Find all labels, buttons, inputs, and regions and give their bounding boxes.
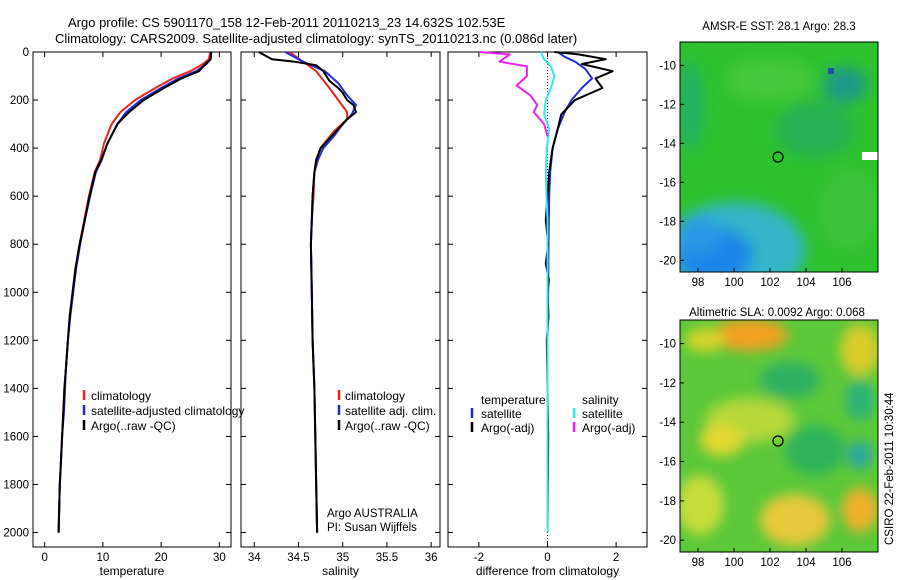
argo-raw-qc-line xyxy=(258,51,357,533)
legend-label: Argo(..raw -QC) xyxy=(91,419,176,433)
map-y-tick-label: -18 xyxy=(659,216,676,228)
x-axis-label: difference from climatology xyxy=(476,564,619,578)
temperature-argo-adj-line xyxy=(544,51,614,533)
map-x-tick-label: 98 xyxy=(692,277,705,289)
panel-frame xyxy=(240,51,441,548)
map-y-tick-label: -20 xyxy=(659,535,676,547)
sst-argo-location-marker xyxy=(772,151,784,163)
sla-map-title: Altimetric SLA: 0.0092 Argo: 0.068 xyxy=(689,307,865,319)
climatology-line xyxy=(289,51,349,533)
y-tick-label: 600 xyxy=(10,191,29,203)
y-tick-label: 1600 xyxy=(3,431,29,443)
x-tick-label: 34.5 xyxy=(287,552,309,564)
satellite-adjusted-climatology-line xyxy=(57,51,213,533)
map-x-tick-label: 102 xyxy=(760,557,779,569)
sst-map-field xyxy=(680,42,878,272)
credit-timestamp: CSIRO 22-Feb-2011 10:30:44 xyxy=(884,392,896,545)
legend-label: satellite xyxy=(481,407,522,421)
y-tick-label: 1800 xyxy=(3,480,29,492)
map-y-tick-label: -14 xyxy=(659,138,676,150)
figure-title-line1: Argo profile: CS 5901170_158 12-Feb-2011… xyxy=(68,15,506,30)
satellite-adj-clim-line xyxy=(284,51,357,533)
temperature-profile-panel: 0 10 20 30 0 200 400 600 800 1000 1200 1400 1600 1800… xyxy=(3,47,244,578)
map-y-tick-label: -16 xyxy=(659,457,676,469)
map-y-tick-label: -10 xyxy=(659,339,676,351)
map-x-tick-label: 104 xyxy=(796,557,816,569)
figure-title-line2: Climatology: CARS2009. Satellite-adjuste… xyxy=(55,31,577,46)
map-x-tick-label: 106 xyxy=(832,557,851,569)
climatology-line xyxy=(57,51,211,533)
legend-label: satellite-adjusted climatology xyxy=(91,404,244,418)
x-tick-label: 0 xyxy=(41,552,47,564)
panel-frame xyxy=(32,51,232,548)
map-x-tick-label: 104 xyxy=(796,277,816,289)
argo-raw-qc-line xyxy=(57,51,213,533)
float-info-label: PI: Susan Wijffels xyxy=(327,522,417,534)
sla-argo-location-marker xyxy=(772,435,784,447)
salinity-satellite-line xyxy=(539,51,556,533)
legend-label: Argo(-adj) xyxy=(481,421,534,435)
sst-map-title: AMSR-E SST: 28.1 Argo: 28.3 xyxy=(702,21,855,33)
y-tick-label: 1200 xyxy=(3,335,29,347)
legend-label: Argo(-adj) xyxy=(582,421,635,435)
y-tick-label: 400 xyxy=(10,143,29,155)
y-tick-label: 200 xyxy=(10,95,29,107)
map-x-tick-label: 100 xyxy=(724,557,743,569)
map-y-tick-label: -16 xyxy=(659,177,676,189)
legend-label: Argo(..raw -QC) xyxy=(345,419,430,433)
x-tick-label: 35.5 xyxy=(376,552,398,564)
x-tick-label: 36 xyxy=(425,552,438,564)
legend-label: salinity xyxy=(582,393,619,407)
y-tick-label: 1000 xyxy=(3,287,29,299)
map-x-tick-label: 98 xyxy=(692,557,705,569)
map-y-tick-label: -14 xyxy=(659,417,676,429)
y-tick-label: 800 xyxy=(10,239,29,251)
salinity-argo-adj-line xyxy=(478,51,549,137)
map-y-tick-label: -10 xyxy=(659,60,676,72)
map-y-tick-label: -18 xyxy=(659,496,676,508)
map-y-tick-label: -20 xyxy=(659,255,676,267)
x-tick-label: 0 xyxy=(544,552,550,564)
legend-label: climatology xyxy=(91,389,151,403)
x-axis-label: salinity xyxy=(322,564,359,578)
x-tick-label: 2 xyxy=(613,552,619,564)
legend-label: satellite adj. clim. xyxy=(345,404,436,418)
temperature-satellite-line xyxy=(546,51,594,533)
map-x-tick-label: 100 xyxy=(724,277,743,289)
x-tick-label: -2 xyxy=(474,552,484,564)
salinity-profile-panel: 34 34.5 35 35.5 36 salinity climatologysatelli… xyxy=(240,51,441,578)
x-tick-label: 20 xyxy=(155,552,168,564)
sla-map-field xyxy=(680,320,878,552)
sla-map-frame xyxy=(679,319,879,553)
x-tick-label: 30 xyxy=(213,552,226,564)
map-x-tick-label: 102 xyxy=(760,277,779,289)
sst-map-panel: AMSR-E SST: 28.1 Argo: 28.3 98 100 102 104 1… xyxy=(659,21,879,289)
sla-map-panel: Altimetric SLA: 0.0092 Argo: 0.068 98 100… xyxy=(659,307,879,569)
legend-label: temperature xyxy=(481,393,546,407)
legend-label: satellite xyxy=(582,407,623,421)
x-tick-label: 10 xyxy=(96,552,109,564)
x-tick-label: 34 xyxy=(248,552,261,564)
map-y-tick-label: -12 xyxy=(659,99,676,111)
legend-label: climatology xyxy=(345,389,405,403)
y-tick-label: 1400 xyxy=(3,383,29,395)
sst-map-frame xyxy=(679,41,879,273)
y-tick-label: 2000 xyxy=(3,528,29,540)
x-axis-label: temperature xyxy=(100,564,165,578)
float-info-label: Argo AUSTRALIA xyxy=(327,508,418,520)
x-tick-label: 35 xyxy=(336,552,349,564)
y-tick-label: 0 xyxy=(23,47,29,59)
map-y-tick-label: -12 xyxy=(659,378,676,390)
map-x-tick-label: 106 xyxy=(832,277,851,289)
